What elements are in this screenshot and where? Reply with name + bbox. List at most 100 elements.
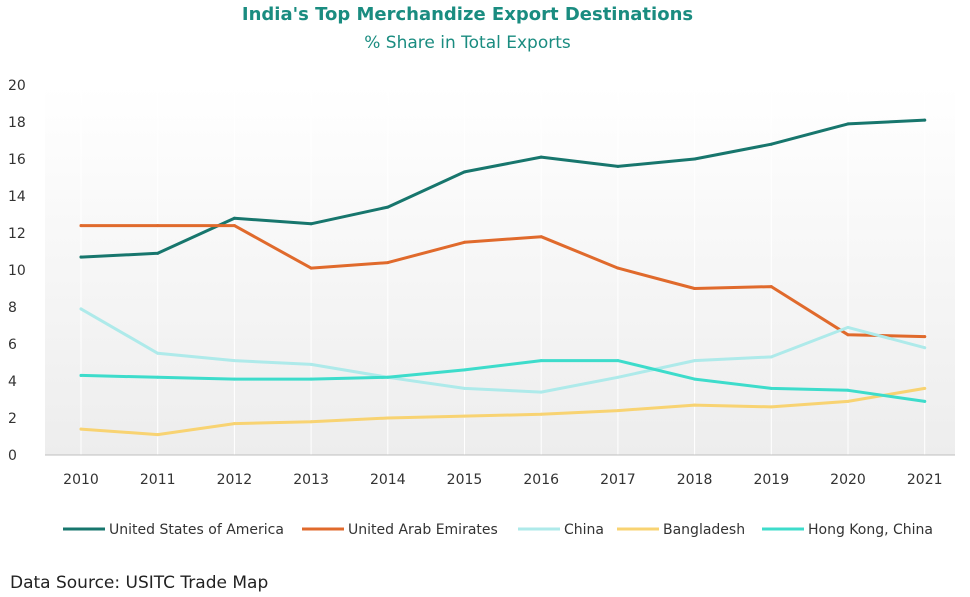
- data-point: [693, 287, 697, 290]
- x-tick-label: 2021: [907, 472, 943, 488]
- data-point: [616, 375, 620, 379]
- data-point: [156, 351, 160, 355]
- data-point: [79, 427, 83, 431]
- data-point: [693, 359, 697, 363]
- x-tick-label: 2012: [217, 472, 253, 488]
- series-lines: [79, 118, 927, 437]
- series-line: [79, 359, 927, 403]
- data-point: [79, 307, 83, 311]
- data-point: [463, 414, 466, 418]
- data-point: [79, 373, 83, 377]
- data-point: [232, 377, 236, 381]
- data-point: [539, 390, 543, 394]
- data-point: [156, 375, 160, 379]
- data-point: [309, 266, 313, 270]
- data-point: [463, 386, 466, 390]
- chart-title: India's Top Merchandize Export Destinati…: [241, 4, 694, 25]
- legend-item: United States of America: [63, 522, 284, 538]
- x-tick-label: 2015: [447, 472, 483, 488]
- data-point: [923, 386, 927, 390]
- data-point: [769, 142, 773, 146]
- x-tick-label: 2020: [830, 472, 866, 488]
- data-point: [309, 222, 313, 226]
- y-tick-label: 18: [8, 115, 26, 131]
- data-point: [463, 368, 466, 372]
- data-point: [79, 255, 83, 259]
- data-point: [693, 377, 697, 381]
- data-point: [846, 122, 850, 126]
- legend-label: United States of America: [109, 522, 284, 538]
- series-line: [79, 224, 927, 339]
- legend-item: Bangladesh: [617, 522, 745, 538]
- data-point: [769, 355, 773, 359]
- legend-item: United Arab Emirates: [302, 522, 498, 538]
- legend-label: Hong Kong, China: [808, 522, 933, 538]
- y-tick-label: 6: [8, 337, 17, 353]
- data-point: [846, 325, 850, 329]
- data-point: [846, 388, 850, 392]
- data-point: [693, 403, 697, 407]
- data-point: [386, 416, 390, 420]
- series-line: [79, 118, 927, 259]
- x-tick-label: 2010: [63, 472, 99, 488]
- y-tick-label: 4: [8, 374, 17, 390]
- data-point: [923, 118, 927, 122]
- plot-area: [45, 85, 955, 455]
- series-2: [79, 307, 927, 394]
- x-tick-label: 2018: [677, 472, 713, 488]
- legend-label: Bangladesh: [663, 522, 745, 538]
- data-point: [693, 157, 697, 161]
- y-tick-label: 14: [8, 189, 26, 205]
- data-point: [923, 346, 927, 350]
- data-point: [769, 405, 773, 409]
- y-tick-label: 0: [8, 448, 17, 464]
- data-point: [156, 433, 160, 437]
- data-point: [309, 362, 313, 366]
- legend-item: China: [518, 522, 604, 538]
- data-point: [923, 399, 927, 403]
- data-point: [463, 240, 466, 244]
- data-point: [846, 399, 850, 403]
- data-point: [539, 155, 543, 159]
- x-tick-label: 2019: [753, 472, 789, 488]
- x-tick-label: 2014: [370, 472, 406, 488]
- data-point: [769, 386, 773, 390]
- data-point: [539, 359, 543, 363]
- data-point: [309, 377, 313, 381]
- legend-label: China: [564, 522, 604, 538]
- y-tick-label: 10: [8, 263, 26, 279]
- y-tick-label: 2: [8, 411, 17, 427]
- data-point: [616, 359, 620, 363]
- y-tick-label: 16: [8, 152, 26, 168]
- chart-subtitle: % Share in Total Exports: [364, 33, 571, 53]
- data-point: [616, 164, 620, 168]
- data-point: [386, 205, 390, 209]
- data-point: [616, 409, 620, 413]
- legend-item: Hong Kong, China: [762, 522, 933, 538]
- series-4: [79, 359, 927, 403]
- data-point: [616, 266, 620, 270]
- data-point: [232, 224, 236, 228]
- legend-label: United Arab Emirates: [348, 522, 498, 538]
- y-tick-label: 12: [8, 226, 26, 242]
- data-point: [539, 412, 543, 416]
- data-point: [309, 420, 313, 424]
- data-point: [232, 422, 236, 426]
- data-point: [156, 251, 160, 255]
- data-point: [923, 335, 927, 339]
- x-tick-label: 2016: [523, 472, 559, 488]
- series-1: [79, 224, 927, 339]
- data-point: [232, 216, 236, 220]
- data-point: [463, 170, 466, 174]
- data-point: [232, 359, 236, 363]
- x-tick-label: 2017: [600, 472, 636, 488]
- legend: United States of America United Arab Emir…: [63, 522, 933, 538]
- data-source: Data Source: USITC Trade Map: [10, 573, 269, 593]
- data-point: [846, 333, 850, 337]
- x-tick-label: 2013: [293, 472, 329, 488]
- data-point: [156, 224, 160, 228]
- data-point: [386, 261, 390, 265]
- data-point: [386, 375, 390, 379]
- x-tick-label: 2011: [140, 472, 176, 488]
